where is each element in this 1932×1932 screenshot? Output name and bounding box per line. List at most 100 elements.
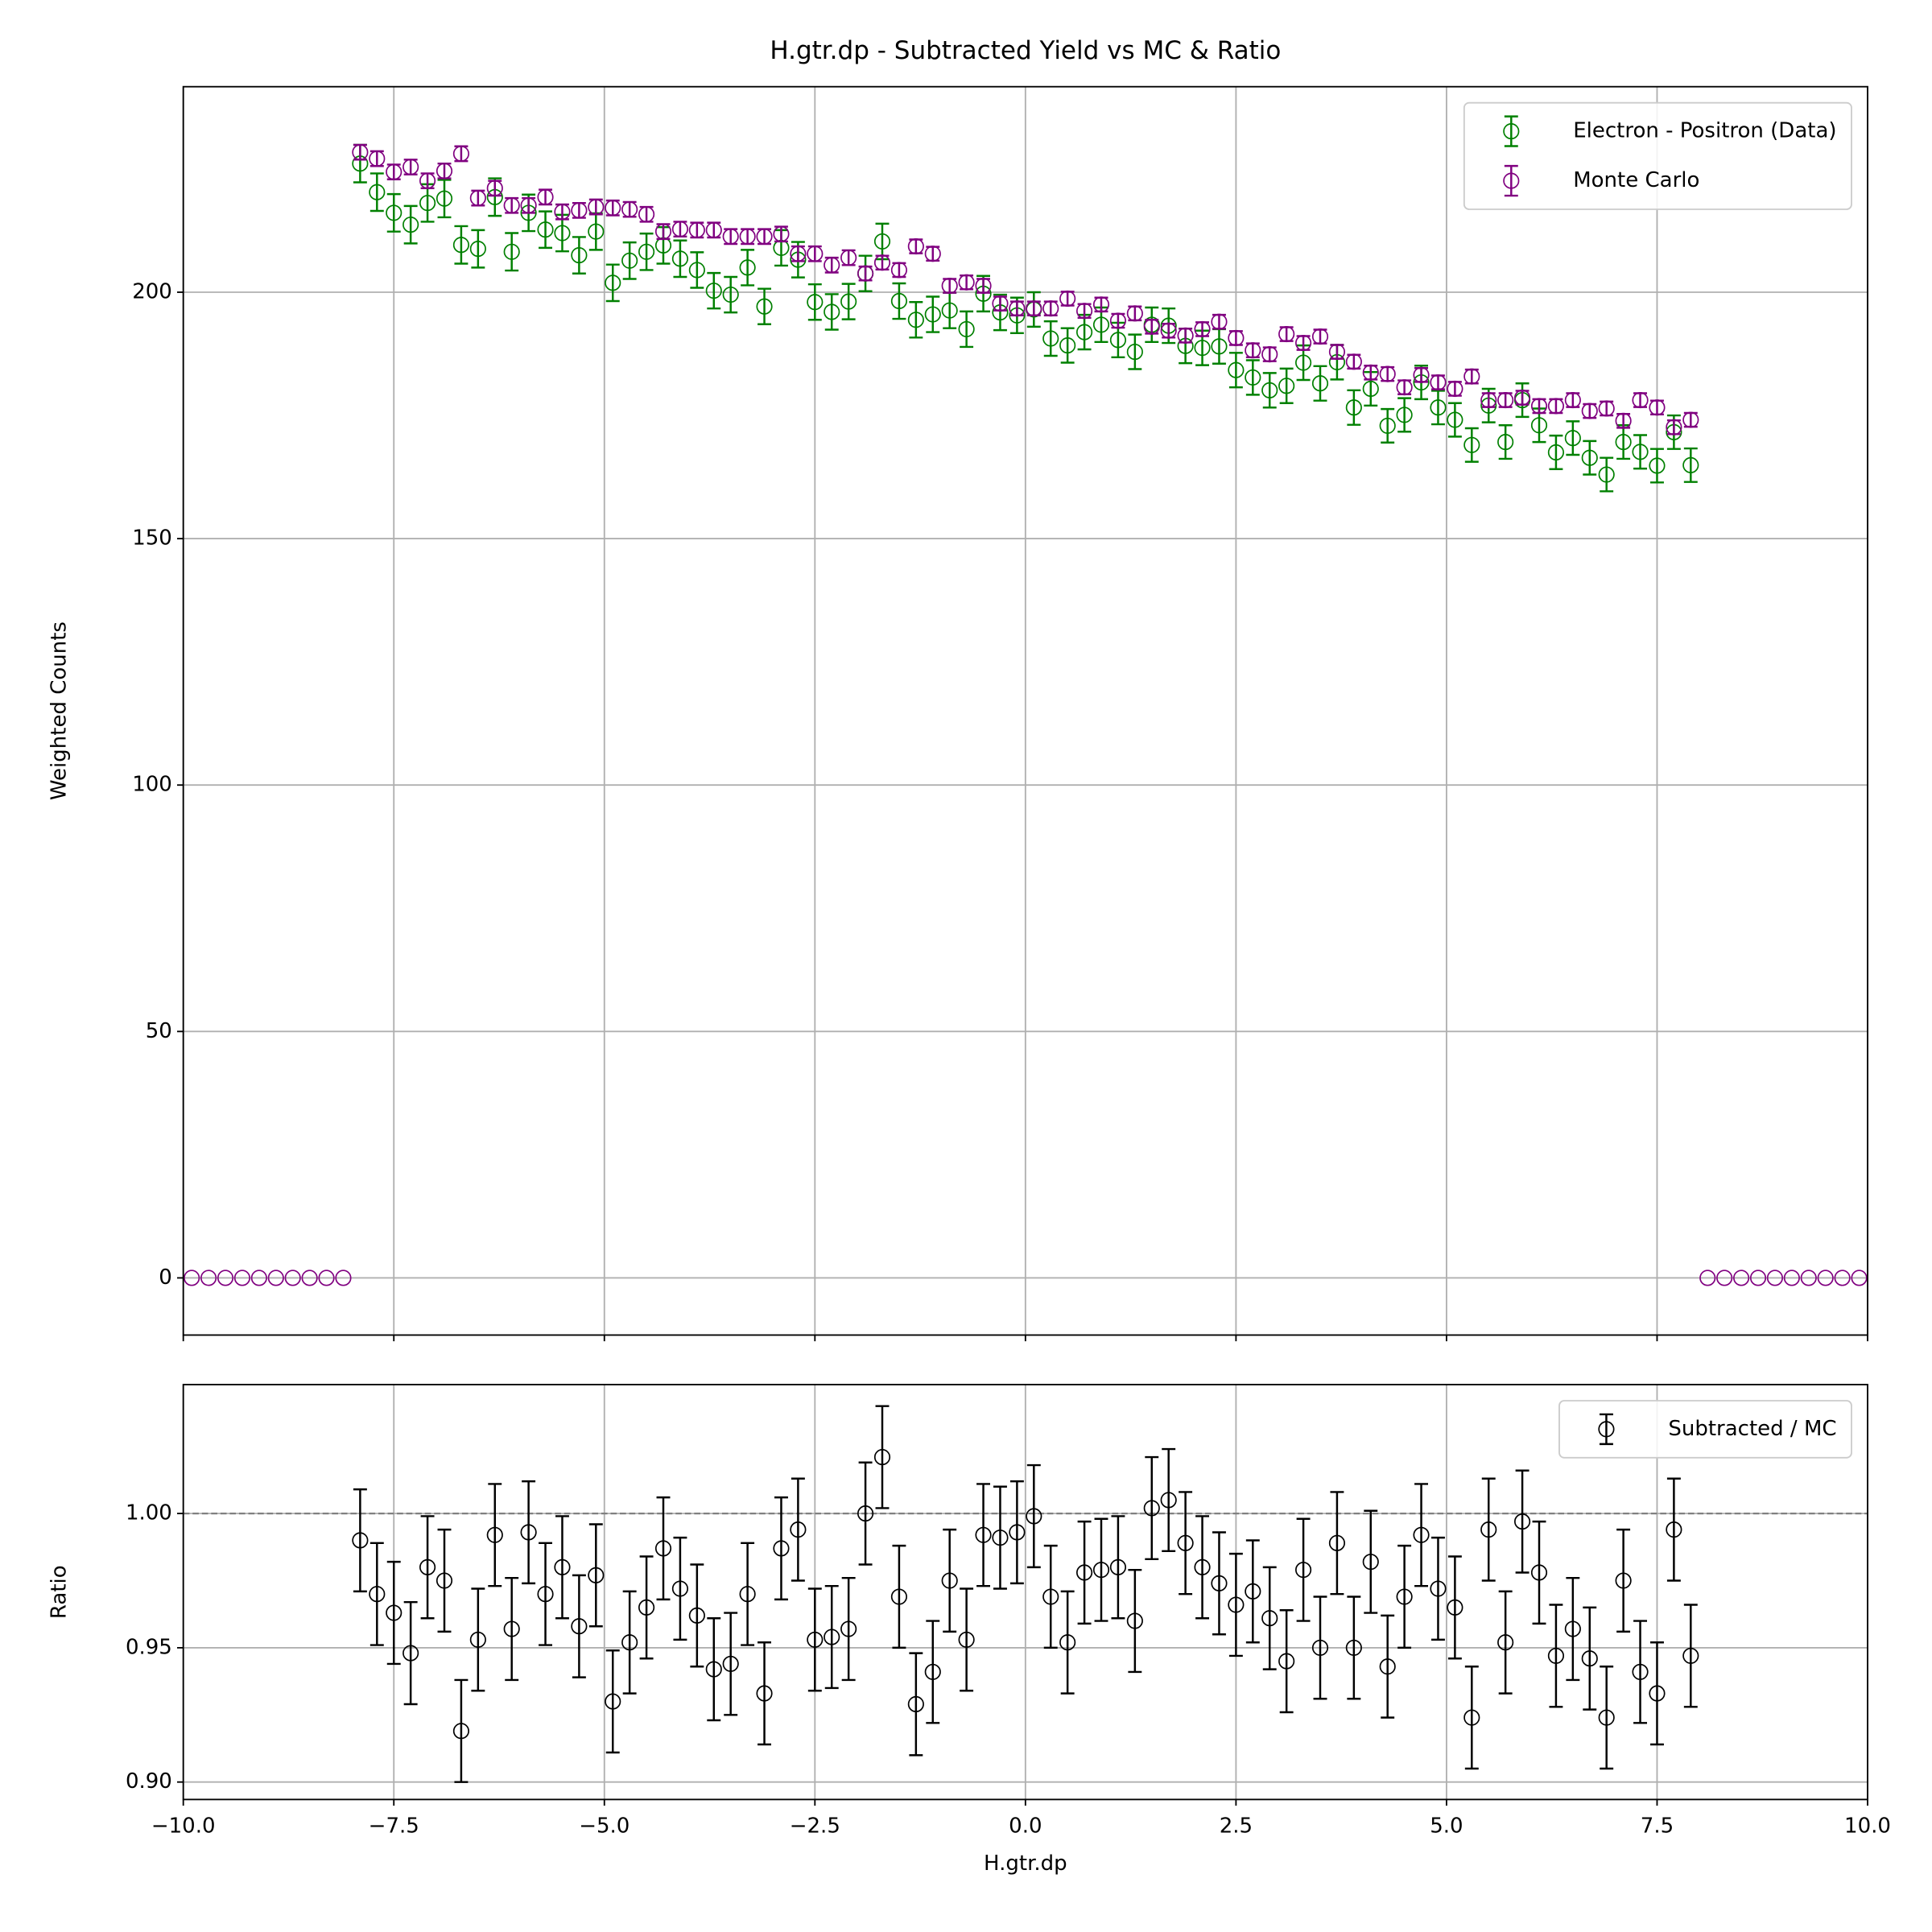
data-point [436,190,453,207]
data-point [1615,434,1632,451]
error-bar [1566,420,1580,456]
data-point [1076,303,1093,320]
data-point [688,262,705,279]
error-bar [1464,1666,1479,1770]
error-bar [420,1515,435,1620]
data-point [857,1505,874,1522]
error-bar [1566,1576,1580,1682]
data-point [992,295,1009,312]
error-bar [926,1620,940,1724]
error-bar [841,283,856,320]
data-point [1228,329,1245,347]
data-point [200,1269,217,1286]
y-tick-label: 200 [132,279,172,303]
error-bar [386,1560,401,1666]
data-point [1396,379,1413,396]
data-point [722,228,739,245]
error-bar [1009,1480,1024,1585]
data-point [1261,1610,1278,1627]
data-point [369,151,386,167]
data-point [1581,1650,1598,1667]
data-point [1026,300,1042,317]
data-point [1362,1554,1379,1571]
data-point [1851,1269,1868,1286]
data-point [1649,1685,1666,1702]
legend-label: Electron - Positron (Data) [1573,119,1836,143]
data-point [452,145,470,163]
data-point [1311,375,1329,392]
data-point [486,180,503,196]
data-point [705,221,722,238]
error-bar [824,1584,839,1690]
error-bar [656,1496,671,1601]
data-point [386,1604,402,1621]
x-tick-label: −5.0 [579,1814,630,1839]
data-point [1598,466,1615,483]
data-point [520,197,537,214]
y-tick-label: 0 [159,1265,172,1290]
error-bar [1683,1604,1698,1708]
data-point [571,1618,588,1635]
error-bar [1313,365,1327,402]
data-point [1143,318,1160,335]
error-bar [1447,1555,1462,1660]
legend-label: Subtracted / MC [1668,1417,1836,1441]
data-point [1211,338,1228,355]
error-bar [1464,427,1479,463]
data-point [638,243,655,260]
data-point [1766,1269,1784,1286]
data-point [1530,417,1548,434]
error-bar [1397,1544,1412,1649]
data-point [520,1524,537,1541]
error-bar [1060,327,1075,364]
error-bar [960,1587,974,1692]
data-point [1497,434,1514,451]
error-bar [707,271,721,310]
error-bar [454,225,469,265]
legend-marker [1598,1421,1615,1438]
error-bar [1616,1528,1631,1633]
data-point [1143,1500,1160,1517]
data-point [621,201,638,218]
data-point [1666,1521,1682,1538]
data-point [756,298,773,315]
data-point [1682,1647,1699,1664]
error-bar [471,229,485,269]
error-bar [724,1612,738,1716]
data-point [1177,1534,1194,1551]
data-point [1430,374,1447,391]
data-point [790,1521,807,1538]
data-point [840,293,857,310]
data-point [688,221,705,238]
data-point [1211,313,1228,330]
data-point [1666,419,1682,436]
error-bar [724,275,738,314]
error-bar [622,1590,637,1695]
x-tick-label: −7.5 [369,1814,419,1839]
y-tick-label: 150 [132,526,172,551]
error-bar [1262,372,1277,409]
data-point [1649,457,1666,474]
data-point [705,1661,722,1678]
data-point [503,197,520,214]
error-bar [1549,434,1563,471]
error-bar [1179,1491,1193,1596]
error-bar [741,249,755,287]
data-point [1009,300,1026,317]
data-point [436,163,453,180]
error-bar [1447,402,1462,438]
data-point [1632,391,1649,409]
legend-label: Monte Carlo [1573,168,1699,192]
error-bar [1583,440,1597,476]
data-point [1413,366,1430,383]
data-point [1379,1658,1396,1675]
data-point [807,1631,824,1648]
error-bar [522,1480,536,1585]
data-point [1649,399,1666,416]
data-point [1009,1524,1026,1541]
x-tick-label: 0.0 [1009,1814,1042,1839]
data-point [1514,1513,1531,1530]
data-point [1362,380,1379,398]
data-point [824,1629,840,1645]
data-point [671,1580,689,1597]
